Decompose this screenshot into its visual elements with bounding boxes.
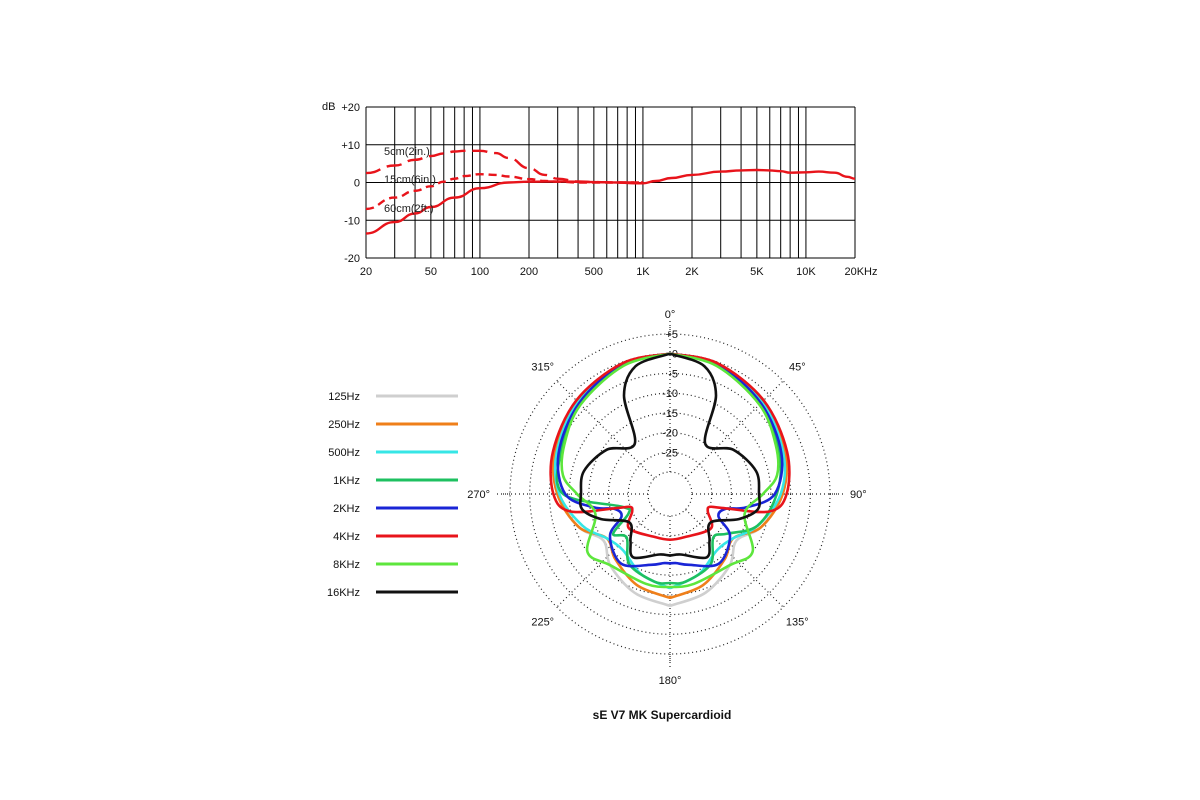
polar-line-4khz [549, 352, 791, 541]
polar-line-250hz [551, 352, 789, 599]
polar-spoke [685, 509, 784, 608]
polar-spoke [556, 509, 655, 608]
polar-spoke [556, 380, 655, 479]
fr-y-tick: -20 [344, 253, 360, 265]
legend-label: 250Hz [328, 419, 360, 431]
legend-label: 8KHz [333, 559, 360, 571]
fr-x-tick: 2K [685, 266, 699, 278]
polar-angle-label: 315° [531, 362, 554, 374]
polar-angle-label: 90° [850, 489, 867, 501]
fr-line-60cm2ft [365, 168, 856, 235]
polar-angle-label: 270° [467, 489, 490, 501]
polar-spoke [685, 380, 784, 479]
polar-line-8khz [560, 352, 780, 589]
fr-y-tick-labels: +20 +10 0 -10 -20 [341, 102, 360, 265]
fr-x-tick: 500 [585, 266, 603, 278]
legend-label: 125Hz [328, 391, 360, 403]
polar-r-tick-labels: +50-5-10-15-20-25 [662, 329, 678, 459]
legend-label: 500Hz [328, 447, 360, 459]
polar-r-tick: -10 [662, 388, 678, 400]
polar-angle-label: 180° [659, 675, 682, 687]
legend-label: 4KHz [333, 531, 360, 543]
frequency-response-chart: dB +20+100-10-20 20 50 100 200 500 1K 2K 5K 10K 2… [322, 101, 878, 278]
polar-title: sE V7 MK Supercardioid [593, 708, 732, 722]
polar-angle-label: 45° [789, 362, 806, 374]
polar-angle-label: 225° [531, 616, 554, 628]
legend-label: 1KHz [333, 475, 360, 487]
polar-r-tick: -20 [662, 428, 678, 440]
fr-x-tick: 50 [425, 266, 437, 278]
fr-y-tick: +20 [341, 102, 360, 114]
fr-x-tick: 20 [360, 266, 372, 278]
polar-angle-labels: 0° 45° 90° 135° 180° 225° 270° 315° [467, 309, 866, 687]
polar-ring [627, 451, 713, 537]
legend-label: 16KHz [327, 587, 360, 599]
polar-angle-label: 135° [786, 616, 809, 628]
polar-ring [548, 372, 792, 616]
polar-ring [588, 412, 752, 576]
fr-x-tick: 10K [796, 266, 816, 278]
polar-line-16khz [579, 352, 761, 560]
fr-x-tick-labels: 20 50 100 200 500 1K 2K 5K 10K 20KHz [360, 266, 878, 278]
polar-r-tick: -5 [668, 368, 678, 380]
polar-line-2khz [556, 352, 784, 568]
polar-r-tick: -15 [662, 408, 678, 420]
polar-series-lines [549, 352, 791, 607]
polar-ring [647, 471, 693, 517]
fr-x-tick: 5K [750, 266, 764, 278]
fr-x-tick: 1K [636, 266, 650, 278]
polar-ring [568, 392, 772, 596]
polar-r-tick: -25 [662, 447, 678, 459]
fr-y-tick: -10 [344, 215, 360, 227]
fr-y-axis-label: dB [322, 101, 335, 113]
fr-series-label: 60cm(2ft.) [384, 203, 434, 215]
fr-y-tick: 0 [354, 178, 360, 190]
fr-series-labels: 5cm(2in.) 15cm(6in.) 60cm(2ft.) [384, 146, 436, 215]
fr-x-tick: 200 [520, 266, 538, 278]
fr-x-tick: 20KHz [844, 266, 877, 278]
polar-pattern-chart: +50-5-10-15-20-25 0°45°90°135°180°225°27… [327, 309, 867, 722]
legend-label: 2KHz [333, 503, 360, 515]
fr-series-lines [365, 149, 856, 235]
legend: 125Hz 250Hz 500Hz 1KHz 2KHz 4KHz 8KHz 16KHz [327, 391, 458, 599]
fr-y-tick: +10 [341, 140, 360, 152]
fr-x-tick: 100 [471, 266, 489, 278]
polar-angle-label: 0° [665, 309, 676, 321]
fr-series-label: 15cm(6in.) [384, 174, 436, 186]
polar-r-tick: +5 [665, 329, 678, 341]
fr-series-label: 5cm(2in.) [384, 146, 430, 158]
